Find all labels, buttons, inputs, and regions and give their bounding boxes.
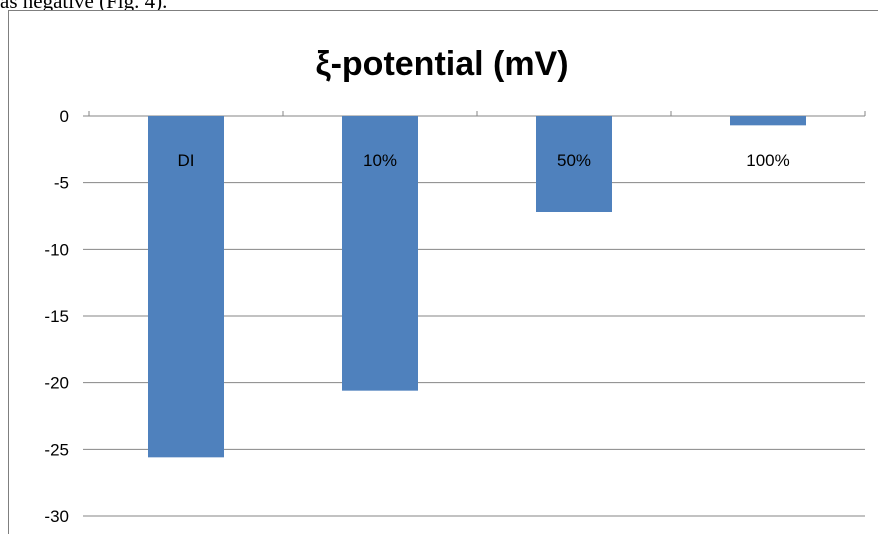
bar xyxy=(536,116,612,212)
bar xyxy=(342,116,418,391)
category-label: 100% xyxy=(746,151,789,170)
y-tick-label: -25 xyxy=(44,440,69,459)
y-tick-label: -20 xyxy=(44,374,69,393)
y-tick-label: -5 xyxy=(54,174,69,193)
page-caption-fragment: as negative (Fig. 4). xyxy=(0,0,168,13)
bars xyxy=(148,116,806,458)
y-tick-label: 0 xyxy=(60,107,69,126)
category-labels: DI 10% 50% 100% xyxy=(178,151,790,170)
category-label: 10% xyxy=(363,151,397,170)
y-tick-label: -10 xyxy=(44,240,69,259)
zeta-potential-chart: ξ-potential (mV) 0 -5 -10 -15 -20 -25 -30 DI 10… xyxy=(44,45,866,526)
y-axis-tick-labels: 0 -5 -10 -15 -20 -25 -30 xyxy=(44,107,69,526)
y-tick-label: -15 xyxy=(44,307,69,326)
chart-frame: ξ-potential (mV) 0 -5 -10 -15 -20 -25 -30 DI 10… xyxy=(8,10,878,534)
chart-title: ξ-potential (mV) xyxy=(315,45,568,83)
bar xyxy=(730,116,806,126)
y-tick-label: -30 xyxy=(44,507,69,526)
category-label: DI xyxy=(178,151,195,170)
category-label: 50% xyxy=(557,151,591,170)
bar xyxy=(148,116,224,458)
